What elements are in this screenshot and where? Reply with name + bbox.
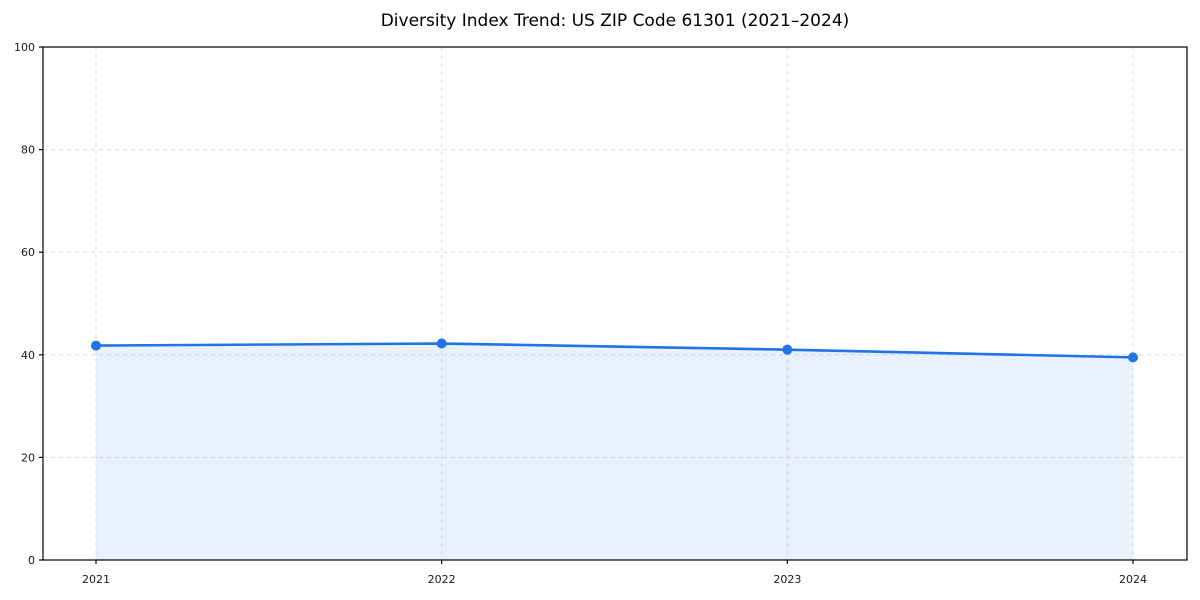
y-tick-label: 0 <box>28 554 35 567</box>
area-fill <box>96 343 1133 560</box>
chart-title: Diversity Index Trend: US ZIP Code 61301… <box>380 11 850 31</box>
plot-border <box>42 46 1188 561</box>
x-tick-label: 2021 <box>82 573 110 586</box>
y-tick-label: 100 <box>14 41 35 54</box>
y-tick-label: 80 <box>21 144 35 157</box>
data-point-2021 <box>91 340 101 351</box>
x-tick-label: 2023 <box>773 573 801 586</box>
x-tick-label: 2022 <box>428 573 456 586</box>
trend-line <box>94 342 1135 359</box>
y-tick-label: 40 <box>21 349 35 362</box>
data-point-2022 <box>436 338 447 349</box>
x-tick-label: 2024 <box>1119 573 1147 586</box>
data-point-2023 <box>782 344 793 355</box>
data-point-2024 <box>1128 352 1138 363</box>
y-tick-label: 20 <box>21 451 35 464</box>
y-tick-label: 60 <box>21 246 35 259</box>
